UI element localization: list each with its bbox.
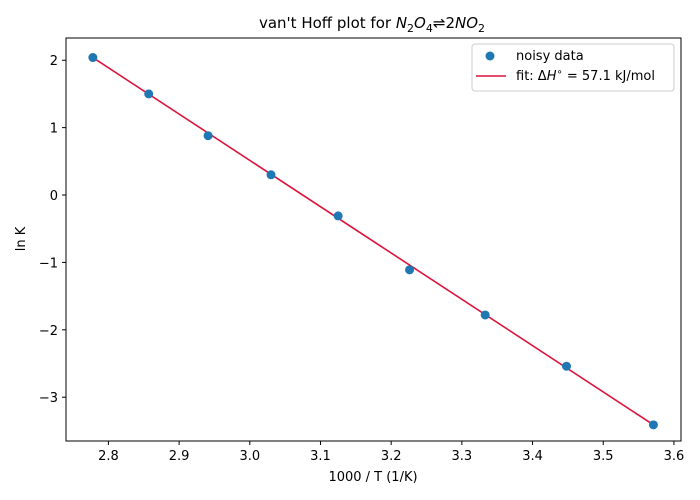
legend-box [471, 43, 675, 92]
y-tick-label: 1 [50, 122, 58, 137]
data-point [561, 361, 571, 371]
title-species1: N [396, 14, 407, 32]
plot-frame [65, 37, 682, 442]
x-tick-label: 2.8 [98, 449, 119, 464]
data-point [144, 89, 154, 99]
data-point [266, 170, 276, 180]
y-tick-label: 2 [50, 54, 58, 69]
fit-line [92, 56, 654, 426]
title-species2: NO [455, 14, 478, 32]
title-sub1: 2 [407, 22, 414, 35]
y-axis-ticks: 2 1 0 −1 −2 −3 [39, 54, 66, 406]
title-sub2: 4 [426, 22, 433, 35]
title-coef: 2 [445, 14, 455, 32]
title-prefix: van't Hoff plot for [259, 14, 396, 32]
legend-fit-sup: ∘ [556, 67, 562, 78]
legend-fit-var: H [547, 69, 557, 84]
x-tick-label: 3.2 [381, 449, 402, 464]
data-point [480, 310, 490, 320]
y-tick-label: 0 [50, 189, 58, 204]
fit-line-layer [92, 56, 654, 426]
x-tick-label: 3.4 [522, 449, 543, 464]
legend: noisy data fit: ΔH∘ = 57.1 kJ/mol [471, 43, 675, 92]
x-tick-label: 3.1 [310, 449, 331, 464]
y-tick-label: −1 [39, 256, 58, 271]
legend-fit-suffix: = 57.1 kJ/mol [563, 69, 655, 84]
y-tick-label: −2 [39, 324, 58, 339]
legend-scatter-label: noisy data [516, 49, 584, 64]
x-tick-label: 2.9 [169, 449, 190, 464]
x-axis-ticks: 2.8 2.9 3.0 3.1 3.2 3.3 3.4 3.5 3.6 [98, 441, 684, 464]
title-arrow: ⇌ [433, 14, 446, 32]
data-point [333, 211, 343, 221]
x-tick-label: 3.5 [593, 449, 614, 464]
scatter-points-layer [88, 53, 658, 430]
x-axis-label: 1000 / T (1/K) [328, 470, 417, 485]
data-point [203, 131, 213, 141]
legend-scatter-marker [485, 51, 495, 61]
data-point [648, 420, 658, 430]
x-tick-label: 3.3 [452, 449, 473, 464]
legend-fit-prefix: fit: Δ [516, 69, 547, 84]
chart-title: van't Hoff plot for N2O4⇌2NO2 [259, 14, 485, 35]
title-sub3: 2 [478, 22, 485, 35]
x-tick-label: 3.6 [664, 449, 685, 464]
x-tick-label: 3.0 [239, 449, 260, 464]
data-point [88, 53, 98, 63]
title-mid1: O [414, 14, 426, 32]
legend-fit-label: fit: ΔH∘ = 57.1 kJ/mol [516, 67, 655, 84]
data-point [405, 265, 415, 275]
y-tick-label: −3 [39, 391, 58, 406]
y-axis-label: ln K [14, 226, 29, 251]
